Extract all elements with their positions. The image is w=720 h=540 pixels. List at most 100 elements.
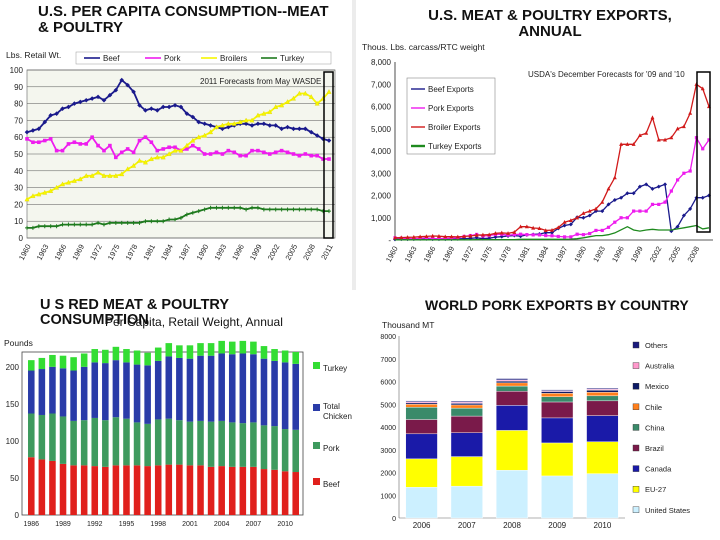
chart1-point-beef xyxy=(72,101,77,106)
chart4-legend-swatch-canada xyxy=(632,465,640,472)
chart2-ytick-label: 5,000 xyxy=(371,125,392,134)
chart3-subtitle: Per Capita, Retail Weight, Annual xyxy=(105,315,283,329)
chart3-bar-total-chicken xyxy=(292,363,299,430)
chart1-annotation: 2011 Forecasts from May WASDE xyxy=(200,77,321,86)
chart3-bar-total-chicken xyxy=(80,366,88,421)
chart2-point-pork-exports xyxy=(619,216,623,220)
chart2-point-pork-exports xyxy=(588,231,592,236)
chart3-bar-total-chicken xyxy=(197,355,204,421)
chart3-bar-pork xyxy=(144,423,151,467)
chart4-bar-united-states xyxy=(586,473,619,519)
chart2-point-broiler-exports xyxy=(556,225,561,230)
chart4-ytick-label: 2000 xyxy=(380,471,396,478)
chart1-point-broilers xyxy=(208,129,214,135)
chart2-point-broiler-exports xyxy=(700,86,705,91)
chart3-ytick-label: 200 xyxy=(6,363,20,372)
chart3-bar-turkey xyxy=(228,341,236,355)
chart3-bar-beef xyxy=(70,465,77,515)
chart3-bar-pork xyxy=(154,419,162,466)
chart1-point-beef xyxy=(66,104,71,110)
chart1-ytick-label: 100 xyxy=(10,66,24,75)
chart1-point-turkey xyxy=(255,205,260,210)
chart4-bar-chile xyxy=(405,404,438,408)
chart3-bar-turkey xyxy=(133,350,141,365)
chart1-point-broilers xyxy=(172,147,178,153)
chart4-bar-chile xyxy=(541,393,574,397)
chart3-ylabel: Pounds xyxy=(4,338,33,348)
chart2-point-pork-exports xyxy=(418,236,422,241)
chart3-bar-beef xyxy=(228,466,236,515)
chart3-ytick-label: 100 xyxy=(6,437,20,446)
chart4-legend-label-others: Others xyxy=(645,341,668,350)
chart2-legend xyxy=(406,77,496,155)
chart3-bar-turkey xyxy=(80,353,88,367)
chart3-legend-label-turkey: Turkey xyxy=(323,364,347,373)
chart4-legend-swatch-others xyxy=(632,341,640,349)
chart3-bar-turkey xyxy=(218,340,225,354)
chart3-xtick-label: 2001 xyxy=(182,521,198,528)
chart4-legend-label-canada: Canada xyxy=(645,465,672,474)
chart3-bar-pork xyxy=(102,420,109,467)
chart1-point-broilers xyxy=(279,102,285,108)
chart3-bar-beef xyxy=(123,465,130,515)
chart3-bar-turkey xyxy=(271,349,278,361)
chart2-point-broiler-exports xyxy=(587,208,592,213)
chart1-point-broilers xyxy=(225,121,231,126)
chart1-point-turkey xyxy=(244,207,249,212)
chart2-point-broiler-exports xyxy=(405,235,410,239)
chart3-bar-turkey xyxy=(91,349,99,363)
chart1-point-turkey xyxy=(285,207,290,212)
chart3-bar-beef xyxy=(292,472,299,515)
chart1-point-broilers xyxy=(190,137,196,143)
chart4-bar-others xyxy=(541,389,574,391)
chart1-point-turkey xyxy=(214,205,219,210)
chart3-bar-turkey xyxy=(250,341,257,355)
chart2-point-broiler-exports xyxy=(669,135,674,140)
chart1-point-pork xyxy=(297,153,302,158)
chart1-point-beef xyxy=(184,111,190,116)
chart2-point-broiler-exports xyxy=(487,232,492,237)
chart1-point-broilers xyxy=(71,178,77,183)
chart3-legend-label-beef: Beef xyxy=(323,480,340,489)
chart2-point-broiler-exports xyxy=(656,137,661,142)
chart1-legend-label-pork: Pork xyxy=(164,54,181,63)
chart1-point-turkey xyxy=(107,220,112,225)
chart1-point-pork xyxy=(137,138,142,143)
chart2-point-broiler-exports xyxy=(625,142,630,146)
chart2-point-broiler-exports xyxy=(631,142,636,146)
chart1-point-turkey xyxy=(137,220,142,225)
chart2-point-beef-exports xyxy=(568,222,573,227)
chart4-bar-brazil xyxy=(450,415,483,433)
chart3-bar-turkey xyxy=(260,346,268,359)
chart1-point-turkey xyxy=(149,219,154,224)
chart1-point-turkey xyxy=(113,220,118,225)
chart3-bar-total-chicken xyxy=(38,369,46,415)
chart2-point-beef-exports xyxy=(644,182,649,187)
chart1-point-pork xyxy=(60,148,65,153)
chart3-bar-turkey xyxy=(112,346,120,361)
chart2-point-beef-exports xyxy=(474,235,479,240)
chart2-point-broiler-exports xyxy=(575,215,580,220)
chart2-point-pork-exports xyxy=(594,228,598,233)
chart1-ytick-label: 80 xyxy=(14,100,23,109)
chart3-bar-turkey xyxy=(197,343,204,356)
chart1-point-pork xyxy=(78,142,83,146)
chart3-xtick-label: 1998 xyxy=(150,521,166,528)
chart3-bar-turkey xyxy=(165,343,173,357)
chart1-point-beef xyxy=(314,133,320,138)
chart3-bar-beef xyxy=(207,466,215,515)
chart2-point-broiler-exports xyxy=(468,233,473,238)
chart3-bar-total-chicken xyxy=(207,355,215,422)
chart1-point-turkey xyxy=(60,222,65,227)
chart1-point-pork xyxy=(102,148,106,153)
chart3-bar-pork xyxy=(186,421,194,466)
chart2-point-beef-exports xyxy=(587,213,592,218)
chart1-point-turkey xyxy=(54,224,59,229)
chart3-xtick-label: 1986 xyxy=(23,521,39,528)
chart2-point-pork-exports xyxy=(657,202,661,206)
chart1-point-beef xyxy=(48,113,53,118)
chart3-bar-beef xyxy=(271,469,278,515)
chart1-point-turkey xyxy=(226,205,231,210)
chart2-point-pork-exports xyxy=(575,232,579,236)
chart4-bar-canada xyxy=(586,415,619,442)
